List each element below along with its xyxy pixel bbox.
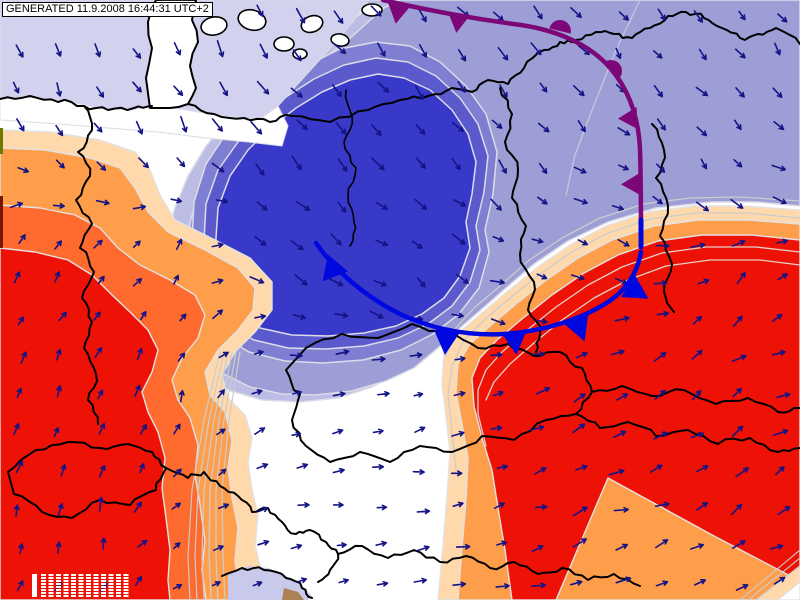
weather-fronts	[313, 0, 649, 355]
generated-timestamp-label: GENERATED 11.9.2008 16:44:31 UTC+2	[2, 2, 213, 17]
wind-barbs	[9, 4, 791, 592]
contour-lines	[187, 0, 800, 600]
legend-pattern	[32, 574, 129, 597]
